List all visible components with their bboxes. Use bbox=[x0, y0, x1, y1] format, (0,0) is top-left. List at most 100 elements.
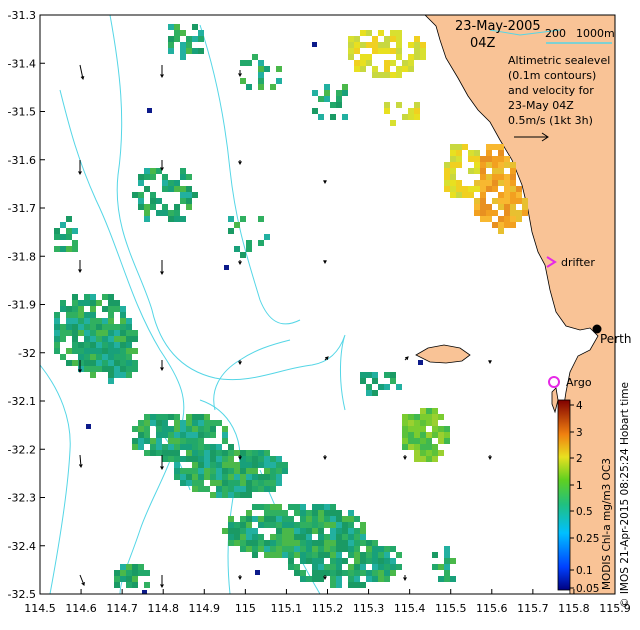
chl-pixel bbox=[360, 372, 366, 378]
chl-pixel bbox=[54, 228, 60, 234]
chl-pixel bbox=[402, 414, 408, 420]
chl-pixel bbox=[444, 552, 450, 558]
chl-pixel bbox=[270, 546, 276, 552]
chl-pixel bbox=[168, 414, 174, 420]
chl-pixel bbox=[360, 54, 366, 60]
chl-pixel bbox=[504, 174, 510, 180]
chl-pixel bbox=[138, 432, 144, 438]
chl-pixel bbox=[480, 168, 486, 174]
chl-pixel bbox=[246, 486, 252, 492]
chl-pixel bbox=[228, 462, 234, 468]
chl-pixel bbox=[444, 576, 450, 582]
velocity-arrow bbox=[79, 454, 82, 468]
scale-label-200: 200 bbox=[545, 27, 566, 40]
chl-pixel bbox=[120, 312, 126, 318]
scale-label-1000: 1000m bbox=[576, 27, 615, 40]
chl-pixel bbox=[150, 414, 156, 420]
chl-pixel bbox=[186, 198, 192, 204]
x-tick-label: 115.4 bbox=[394, 602, 426, 615]
chl-pixel bbox=[342, 540, 348, 546]
chl-pixel bbox=[486, 156, 492, 162]
chl-pixel bbox=[318, 504, 324, 510]
chl-pixel bbox=[60, 246, 66, 252]
chl-pixel bbox=[354, 66, 360, 72]
chl-pixel bbox=[324, 534, 330, 540]
chl-pixel bbox=[348, 48, 354, 54]
chl-pixel bbox=[432, 426, 438, 432]
chl-pixel bbox=[498, 228, 504, 234]
chl-pixel bbox=[240, 492, 246, 498]
chl-pixel bbox=[306, 546, 312, 552]
chl-pixel bbox=[216, 450, 222, 456]
chl-pixel bbox=[426, 432, 432, 438]
chl-pixel bbox=[300, 534, 306, 540]
velocity-arrowhead bbox=[238, 456, 242, 461]
chl-pixel bbox=[270, 474, 276, 480]
chl-pixel bbox=[468, 192, 474, 198]
colorbar-tick-label: 3 bbox=[576, 427, 583, 439]
chl-pixel bbox=[72, 318, 78, 324]
chl-pixel bbox=[144, 450, 150, 456]
y-tick-label: -32 bbox=[18, 347, 36, 360]
chl-pixel bbox=[240, 462, 246, 468]
chl-pixel bbox=[162, 414, 168, 420]
chl-pixel bbox=[336, 564, 342, 570]
chl-pixel bbox=[102, 360, 108, 366]
chl-pixel bbox=[108, 312, 114, 318]
chl-pixel bbox=[108, 354, 114, 360]
chl-pixel bbox=[372, 552, 378, 558]
chl-pixel bbox=[282, 546, 288, 552]
chl-pixel bbox=[306, 558, 312, 564]
chl-pixel bbox=[84, 354, 90, 360]
legend-line4: 23-May 04Z bbox=[508, 99, 574, 112]
chl-pixel bbox=[102, 348, 108, 354]
chl-pixel bbox=[396, 384, 402, 390]
chl-pixel bbox=[354, 570, 360, 576]
chl-pixel bbox=[270, 534, 276, 540]
chl-pixel bbox=[516, 216, 522, 222]
chl-pixel bbox=[198, 462, 204, 468]
chl-pixel bbox=[300, 522, 306, 528]
chl-pixel bbox=[246, 84, 252, 90]
chl-pixel bbox=[258, 78, 264, 84]
chl-pixel bbox=[276, 552, 282, 558]
chl-pixel bbox=[222, 480, 228, 486]
chl-pixel bbox=[450, 144, 456, 150]
chl-pixel bbox=[180, 216, 186, 222]
chl-pixel bbox=[108, 360, 114, 366]
chl-pixel bbox=[384, 108, 390, 114]
chl-pixel bbox=[216, 492, 222, 498]
chl-pixel bbox=[360, 66, 366, 72]
chl-pixel bbox=[324, 516, 330, 522]
chl-pixel bbox=[168, 444, 174, 450]
chl-pixel bbox=[330, 564, 336, 570]
chl-pixel bbox=[318, 528, 324, 534]
chl-pixel bbox=[234, 480, 240, 486]
chl-pixel bbox=[132, 426, 138, 432]
chl-pixel bbox=[408, 444, 414, 450]
chl-pixel bbox=[108, 294, 114, 300]
chl-pixel bbox=[408, 420, 414, 426]
chl-pixel bbox=[156, 450, 162, 456]
chl-pixel bbox=[240, 528, 246, 534]
chl-pixel bbox=[186, 426, 192, 432]
chl-pixel bbox=[162, 450, 168, 456]
chl-pixel bbox=[54, 246, 60, 252]
chl-pixel bbox=[144, 216, 150, 222]
chl-pixel bbox=[432, 432, 438, 438]
chl-pixel bbox=[420, 456, 426, 462]
velocity-arrow bbox=[79, 574, 85, 586]
chl-pixel bbox=[114, 348, 120, 354]
chl-pixel bbox=[252, 552, 258, 558]
chl-pixel bbox=[330, 528, 336, 534]
y-tick-label: -31.5 bbox=[8, 106, 36, 119]
chl-pixel bbox=[234, 522, 240, 528]
chl-pixel bbox=[372, 378, 378, 384]
chl-pixel bbox=[492, 198, 498, 204]
chl-pixel bbox=[390, 372, 396, 378]
chl-pixel bbox=[180, 444, 186, 450]
chl-pixel bbox=[120, 366, 126, 372]
chl-pixel bbox=[192, 432, 198, 438]
chl-pixel bbox=[162, 210, 168, 216]
chl-pixel bbox=[276, 468, 282, 474]
